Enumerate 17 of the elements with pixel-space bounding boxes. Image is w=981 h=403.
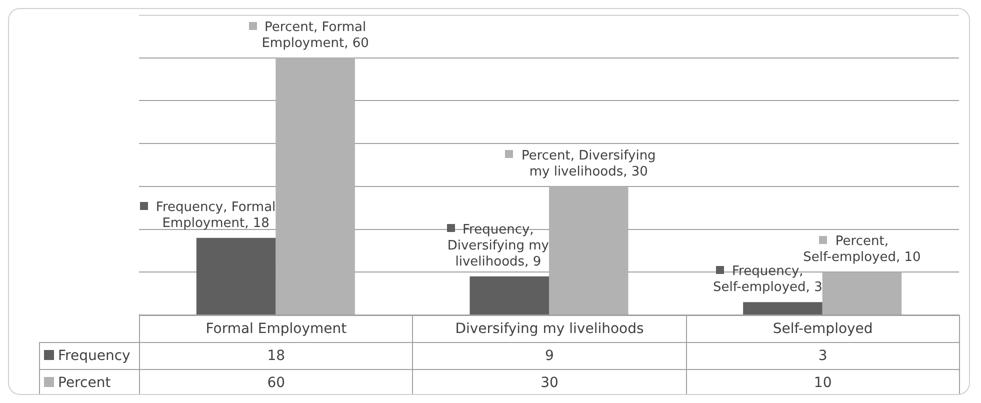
legend-label: Frequency (58, 348, 130, 364)
x-tick-label: Formal Employment (140, 316, 413, 342)
annotation: Percent, Diversifying my livelihoods, 30 (521, 148, 656, 180)
x-tick-label: Diversifying my livelihoods (412, 316, 686, 342)
annotation: Frequency, Self-employed, 3 (712, 264, 822, 296)
data-label: 9 (412, 342, 686, 370)
data-label: 18 (140, 342, 413, 370)
data-label: 3 (686, 342, 960, 370)
legend-label: Percent (58, 375, 111, 391)
data-label: 60 (140, 370, 413, 396)
annotation: Percent, Self-employed, 10 (803, 234, 921, 266)
x-tick-label: Self-employed (686, 316, 960, 342)
data-label: 10 (686, 370, 960, 396)
annotation: Frequency, Diversifying my livelihoods, 9 (447, 222, 550, 270)
annotation: Percent, Formal Employment, 60 (262, 20, 369, 51)
annotation: Frequency, Formal Employment, 18 (156, 200, 276, 231)
data-label: 30 (412, 370, 686, 396)
